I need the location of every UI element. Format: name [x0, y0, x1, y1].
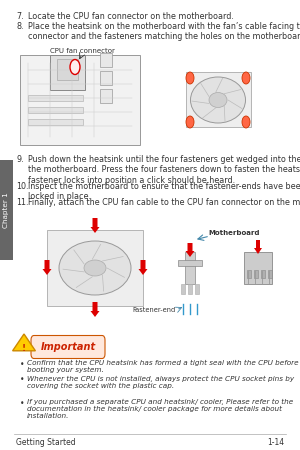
FancyArrow shape	[254, 240, 262, 254]
FancyArrow shape	[185, 243, 194, 257]
Text: 10.: 10.	[16, 182, 29, 191]
Text: Getting Started: Getting Started	[16, 438, 76, 447]
Ellipse shape	[209, 93, 227, 108]
Bar	[247, 270, 251, 278]
Text: •: •	[20, 360, 25, 369]
Bar	[268, 270, 272, 278]
Bar	[186, 72, 251, 127]
Bar	[100, 53, 112, 67]
Bar	[28, 95, 83, 101]
Bar	[57, 59, 78, 80]
Circle shape	[186, 116, 194, 128]
Text: CPU fan connector: CPU fan connector	[50, 48, 114, 54]
FancyArrow shape	[91, 302, 100, 317]
Circle shape	[186, 72, 194, 84]
Text: •: •	[20, 399, 25, 408]
Bar	[261, 270, 265, 278]
FancyArrow shape	[43, 260, 52, 275]
Ellipse shape	[59, 241, 131, 295]
Bar	[0, 160, 13, 260]
Bar	[185, 252, 195, 284]
Ellipse shape	[84, 260, 106, 276]
Text: Locate the CPU fan connector on the motherboard.: Locate the CPU fan connector on the moth…	[28, 12, 234, 21]
FancyBboxPatch shape	[31, 336, 105, 359]
Bar	[254, 270, 258, 278]
Bar	[181, 284, 185, 294]
Bar	[47, 230, 143, 306]
FancyArrow shape	[139, 260, 148, 275]
Polygon shape	[13, 334, 35, 351]
Circle shape	[242, 116, 250, 128]
Bar	[28, 107, 83, 113]
Text: If you purchased a separate CPU and heatsink/ cooler, Please refer to the docume: If you purchased a separate CPU and heat…	[27, 399, 293, 419]
Text: Push down the heatsink until the four fasteners get wedged into the holes on
the: Push down the heatsink until the four fa…	[28, 155, 300, 185]
Circle shape	[70, 59, 80, 75]
Text: Important: Important	[40, 342, 96, 352]
Text: Confirm that the CPU heatsink has formed a tight seal with the CPU before bootin: Confirm that the CPU heatsink has formed…	[27, 360, 298, 373]
Text: Chapter 1: Chapter 1	[3, 192, 9, 228]
Ellipse shape	[190, 77, 245, 123]
Text: 1-14: 1-14	[267, 438, 284, 447]
FancyArrow shape	[91, 218, 100, 233]
Text: Finally, attach the CPU fan cable to the CPU fan connector on the motherboard.: Finally, attach the CPU fan cable to the…	[28, 198, 300, 207]
Text: Fastener-end: Fastener-end	[133, 307, 176, 313]
Circle shape	[242, 72, 250, 84]
Bar	[100, 71, 112, 85]
Text: Whenever the CPU is not installed, always protect the CPU socket pins by coverin: Whenever the CPU is not installed, alway…	[27, 375, 294, 389]
Text: Inspect the motherboard to ensure that the fastener-ends have been properly
lock: Inspect the motherboard to ensure that t…	[28, 182, 300, 202]
Text: 11.: 11.	[16, 198, 29, 207]
Text: •: •	[20, 375, 25, 384]
Bar	[28, 119, 83, 125]
Text: Place the heatsink on the motherboard with the fan’s cable facing towards the fa: Place the heatsink on the motherboard wi…	[28, 22, 300, 41]
Text: Motherboard: Motherboard	[208, 230, 260, 236]
Text: 8.: 8.	[16, 22, 24, 31]
Bar	[188, 284, 192, 294]
Bar	[195, 284, 199, 294]
Text: 7.: 7.	[16, 12, 24, 21]
Bar	[178, 260, 202, 266]
Text: 9.: 9.	[16, 155, 24, 164]
Text: !: !	[22, 344, 26, 353]
Bar	[100, 89, 112, 103]
Bar	[20, 55, 140, 145]
Bar	[244, 252, 272, 284]
Bar	[50, 55, 85, 90]
